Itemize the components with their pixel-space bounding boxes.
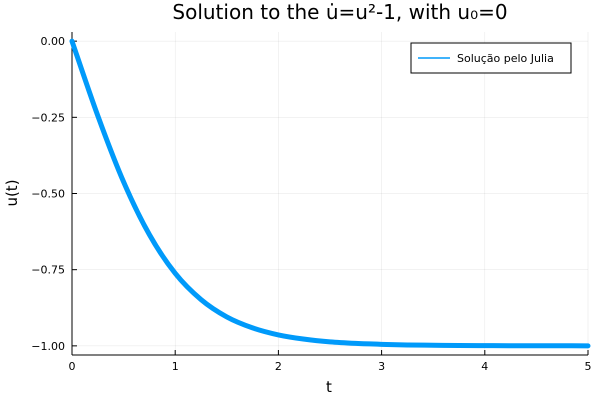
y-tick-label: −1.00 bbox=[31, 340, 65, 353]
chart-title: Solution to the u̇=u²-1, with u₀=0 bbox=[172, 0, 507, 24]
x-tick-label: 2 bbox=[275, 360, 282, 373]
series-line bbox=[69, 38, 591, 349]
y-tick-label: 0.00 bbox=[41, 35, 66, 48]
y-tick-label: −0.50 bbox=[31, 188, 65, 201]
x-tick-label: 4 bbox=[481, 360, 488, 373]
x-tick-label: 5 bbox=[585, 360, 592, 373]
x-tick-label: 0 bbox=[69, 360, 76, 373]
grid bbox=[71, 32, 589, 355]
ticks: 0 1 2 3 4 5 0.00 −0.25 −0.50 −0.75 −1.00 bbox=[31, 35, 591, 373]
legend-label: Solução pelo Julia bbox=[457, 52, 554, 65]
series bbox=[69, 38, 591, 349]
y-tick-label: −0.75 bbox=[31, 264, 65, 277]
y-axis-label: u(t) bbox=[3, 179, 21, 206]
x-tick-label: 3 bbox=[378, 360, 385, 373]
legend: Solução pelo Julia bbox=[410, 42, 572, 74]
x-tick-label: 1 bbox=[172, 360, 179, 373]
x-axis-label: t bbox=[326, 378, 332, 396]
y-tick-label: −0.25 bbox=[31, 111, 65, 124]
